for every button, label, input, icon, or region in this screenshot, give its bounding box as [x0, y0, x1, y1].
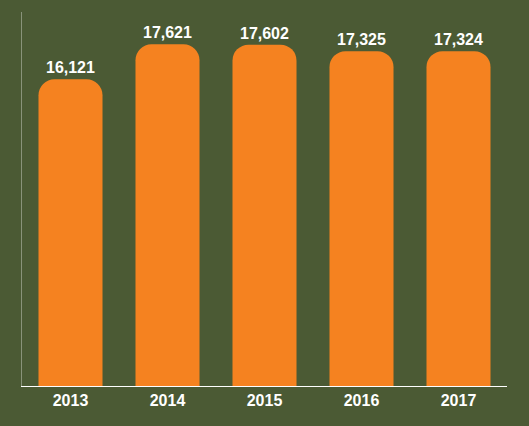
svg-text:17,325: 17,325	[337, 31, 386, 48]
svg-text:17,621: 17,621	[143, 24, 192, 41]
svg-text:17,324: 17,324	[434, 31, 483, 48]
svg-text:2013: 2013	[53, 392, 89, 409]
svg-text:16,121: 16,121	[46, 59, 95, 76]
svg-text:17,602: 17,602	[240, 25, 289, 42]
svg-text:2014: 2014	[150, 392, 186, 409]
svg-text:2017: 2017	[441, 392, 477, 409]
svg-text:2016: 2016	[344, 392, 380, 409]
svg-text:2015: 2015	[247, 392, 283, 409]
